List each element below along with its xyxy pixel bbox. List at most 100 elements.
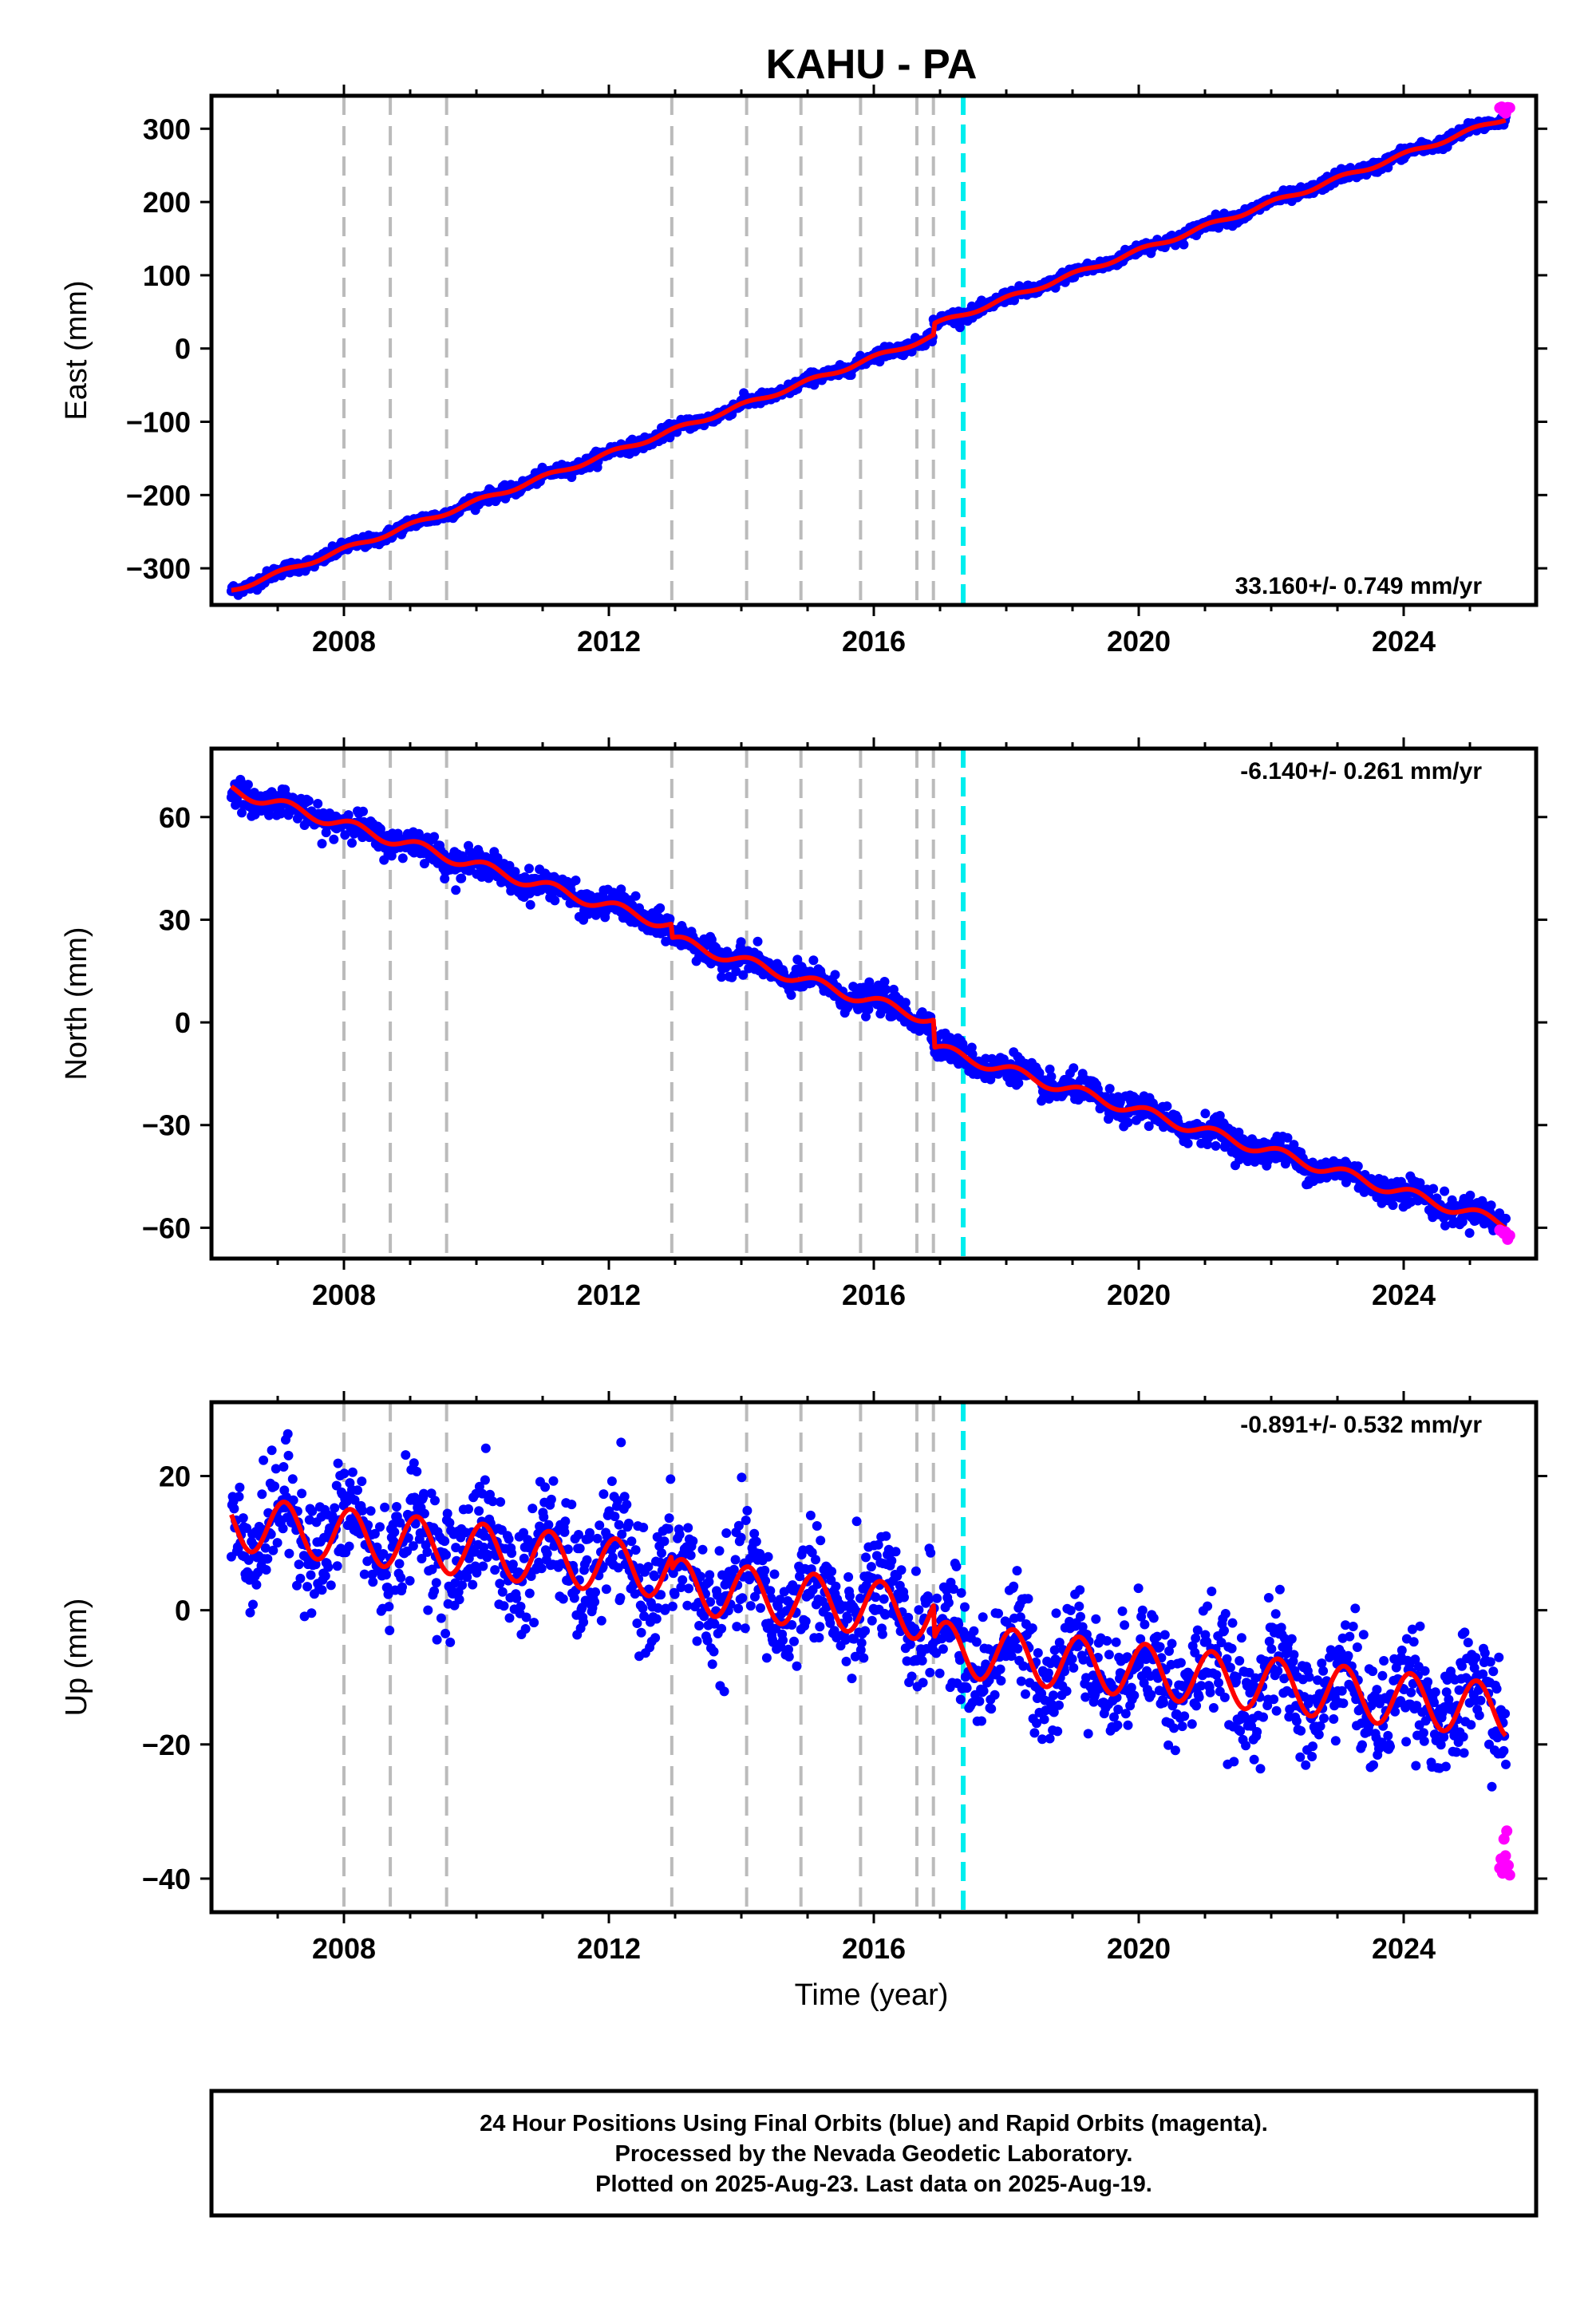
data-point (630, 891, 641, 901)
data-point (850, 1651, 860, 1662)
data-point (1032, 1718, 1041, 1729)
data-point (464, 1504, 473, 1514)
data-point (297, 1488, 307, 1499)
data-point (1044, 1093, 1054, 1104)
data-point (495, 1579, 505, 1589)
data-point (372, 1542, 382, 1552)
data-point (811, 1555, 820, 1565)
data-point (558, 1594, 568, 1604)
data-point (381, 1570, 391, 1580)
data-point (259, 1455, 269, 1465)
data-point (392, 1502, 401, 1512)
data-point (395, 1518, 405, 1528)
data-point (787, 1620, 797, 1630)
data-point (815, 1622, 825, 1632)
data-point (598, 1489, 609, 1500)
data-point (563, 1544, 573, 1555)
data-point (751, 1536, 761, 1547)
y-axis-label: East (mm) (60, 280, 93, 420)
data-point (934, 1668, 945, 1678)
data-point (911, 1566, 921, 1576)
data-point (540, 1482, 551, 1492)
data-point (384, 1602, 394, 1612)
data-point (527, 1504, 538, 1514)
data-point (567, 1500, 577, 1510)
data-point (761, 1653, 772, 1663)
data-point (539, 1512, 549, 1522)
data-point (430, 1496, 440, 1506)
data-point (665, 914, 675, 924)
data-point (750, 1591, 760, 1602)
data-point (519, 1553, 529, 1563)
data-point (409, 1458, 419, 1468)
data-point (591, 1587, 600, 1597)
data-point (472, 1567, 482, 1578)
data-point (632, 1618, 642, 1628)
data-point (295, 1573, 306, 1583)
data-point (830, 970, 840, 980)
data-point (925, 1667, 935, 1678)
data-point (954, 322, 965, 333)
y-tick-label: −30 (142, 1109, 191, 1142)
data-point (639, 1611, 650, 1622)
data-point (860, 1626, 871, 1636)
data-point (636, 1627, 646, 1638)
data-point (397, 853, 408, 864)
data-point (749, 1528, 760, 1539)
data-point (1027, 1623, 1037, 1634)
data-point (569, 1593, 579, 1603)
data-point (881, 984, 891, 994)
data-point (389, 1527, 400, 1537)
data-point (595, 1520, 605, 1531)
data-point (616, 1437, 626, 1448)
data-point (571, 875, 581, 886)
data-point (457, 1580, 468, 1591)
data-point (229, 1504, 239, 1514)
x-tick-label: 2008 (312, 625, 376, 658)
data-point (867, 1615, 877, 1626)
data-point (1012, 1566, 1022, 1576)
data-point (1013, 1643, 1023, 1654)
data-point (1289, 1140, 1299, 1150)
data-point (814, 1633, 824, 1642)
data-point (667, 1601, 678, 1611)
data-point (917, 1655, 927, 1666)
data-point (287, 1474, 298, 1484)
data-point (638, 1523, 649, 1532)
data-point (504, 1613, 515, 1623)
data-point (1428, 1184, 1439, 1194)
data-point (358, 1505, 368, 1516)
data-point (497, 1587, 508, 1597)
plot-area (226, 1402, 1515, 1912)
data-point (617, 1529, 627, 1539)
data-point (733, 1520, 744, 1531)
data-point (401, 1450, 411, 1460)
data-point (650, 1571, 660, 1582)
data-point (812, 1521, 822, 1531)
data-point (974, 1696, 985, 1706)
data-point (1501, 1213, 1511, 1223)
data-point (745, 1601, 756, 1611)
data-point (559, 1527, 570, 1537)
data-point (789, 1636, 799, 1646)
data-point (347, 838, 357, 848)
data-point (863, 1004, 874, 1014)
data-point (1465, 1190, 1476, 1200)
y-tick-label: 0 (175, 333, 191, 366)
data-point (971, 1637, 982, 1647)
y-tick-label: −60 (142, 1211, 191, 1244)
data-point (737, 1472, 747, 1483)
data-point (626, 1536, 637, 1547)
data-point (302, 1582, 313, 1592)
data-point (990, 1690, 1000, 1700)
data-point (859, 1653, 869, 1663)
data-point (760, 1575, 771, 1586)
data-point (268, 1545, 279, 1555)
data-point (659, 1536, 670, 1547)
data-point (419, 1508, 429, 1519)
data-point (585, 1528, 595, 1538)
data-point (490, 1565, 500, 1575)
data-point (1046, 1072, 1057, 1081)
